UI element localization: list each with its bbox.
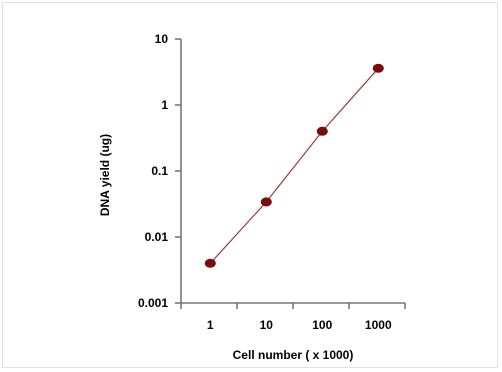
chart-svg: 10 1 0.1 0.01 0.001 1 10 100 1000 DNA yield (ug)… — [98, 32, 406, 362]
y-tick-label: 0.01 — [145, 230, 169, 244]
series-layer — [204, 63, 384, 268]
y-tick-label: 1 — [161, 98, 168, 112]
x-tick-label: 1000 — [365, 318, 392, 332]
chart-frame: 10 1 0.1 0.01 0.001 1 10 100 1000 DNA yield (ug)… — [2, 2, 498, 368]
data-point — [372, 63, 384, 73]
data-point — [260, 197, 272, 207]
x-axis-title: Cell number ( x 1000) — [233, 348, 354, 362]
data-point — [204, 258, 216, 268]
x-tick-label: 1 — [207, 318, 214, 332]
y-tick-label: 10 — [155, 32, 169, 46]
x-tick-label: 10 — [260, 318, 274, 332]
data-point — [316, 126, 328, 136]
series-line — [209, 67, 379, 264]
y-axis-title: DNA yield (ug) — [98, 134, 112, 216]
axes: 10 1 0.1 0.01 0.001 1 10 100 1000 — [138, 32, 406, 332]
x-tick-label: 100 — [312, 318, 332, 332]
y-tick-label: 0.1 — [151, 164, 168, 178]
y-tick-label: 0.001 — [138, 296, 168, 310]
